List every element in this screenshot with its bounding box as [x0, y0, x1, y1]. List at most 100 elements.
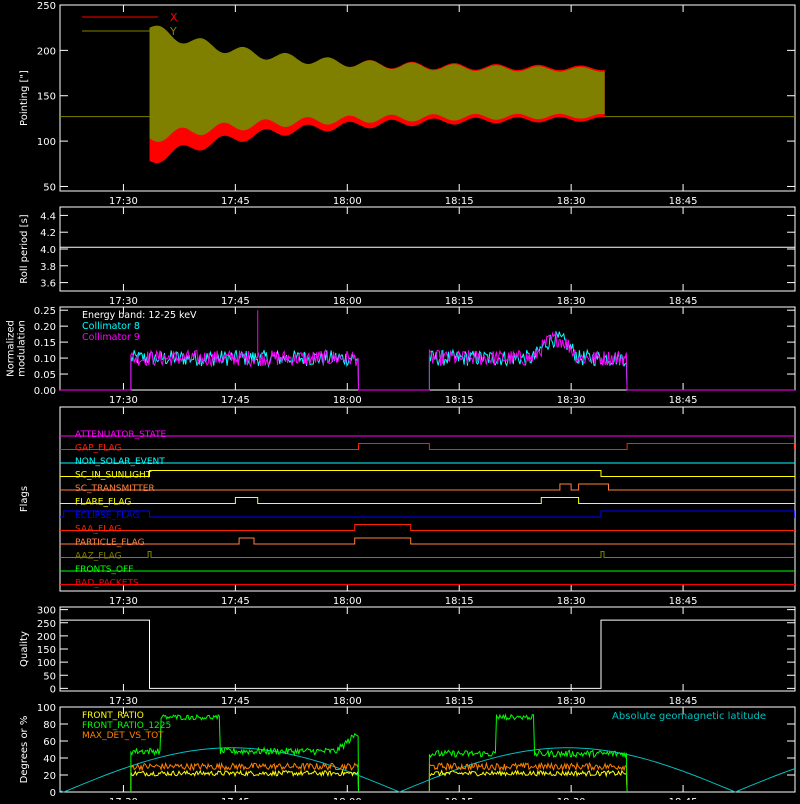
panel-frame — [59, 206, 796, 292]
time-tick-label: 17:45 — [221, 395, 250, 406]
time-tick-label: 17:30 — [109, 395, 138, 406]
flag-line — [60, 537, 795, 545]
y-tick-label: 0.00 — [34, 386, 56, 397]
y-tick-label: 100 — [37, 658, 56, 669]
ratio-legend-label: FRONT_RATIO — [82, 711, 144, 721]
panel-frame — [59, 4, 796, 192]
time-tick-label: 18:30 — [557, 696, 586, 707]
panel-1: 17:30 17:45 18:00 18:15 18:30 18:45 50 100 150 20… — [19, 1, 796, 207]
time-tick-label: 18:00 — [333, 395, 362, 406]
flag-label: ATTENUATOR_STATE — [75, 430, 167, 440]
modulation-annotation: Collimator 8 — [82, 321, 140, 332]
time-tick-label: 17:30 — [109, 196, 138, 207]
flag-label: SC_IN_SUNLIGHT — [75, 471, 152, 481]
time-tick-label: 18:00 — [333, 296, 362, 307]
flag-line — [60, 497, 795, 504]
time-tick-label: 18:00 — [333, 696, 362, 707]
y-tick-label: 0.15 — [34, 338, 56, 349]
y-tick-label: 50 — [43, 182, 56, 193]
flag-label: FRONTS_OFF — [75, 565, 133, 575]
time-tick-label: 18:45 — [669, 395, 698, 406]
time-tick-label: 18:30 — [557, 395, 586, 406]
ratio-front_ratio_1225-line — [428, 713, 628, 793]
y-axis-label: Pointing ["] — [19, 70, 30, 126]
y-tick-label: 60 — [43, 737, 56, 748]
y-tick-label: 4.4 — [40, 211, 56, 222]
time-tick-label: 18:15 — [445, 596, 474, 607]
ratio-front_ratio_1225-line — [130, 713, 359, 793]
y-tick-label: 0.10 — [34, 354, 56, 365]
ratio-max_det_vs_tot-line — [428, 761, 628, 793]
y-axis-label: Flags — [19, 486, 30, 512]
time-tick-label: 18:30 — [557, 596, 586, 607]
ratio-front_ratio-line — [130, 769, 359, 793]
y-tick-label: 300 — [37, 606, 56, 617]
flag-label: BAD_PACKETS — [75, 579, 139, 589]
flag-line — [60, 470, 795, 477]
y-tick-label: 0 — [50, 684, 56, 695]
panel-frame — [59, 706, 796, 793]
y-tick-label: 4.2 — [40, 228, 56, 239]
ratio-front_ratio-line — [428, 768, 628, 793]
time-tick-label: 18:30 — [557, 196, 586, 207]
ratio-legend-label: MAX_DET_VS_TOT — [82, 731, 164, 741]
flag-label: NON_SOLAR_EVENT — [75, 457, 165, 467]
y-tick-label: 3.8 — [40, 262, 56, 273]
flag-label: ECLIPSE_FLAG — [75, 511, 139, 521]
time-tick-label: 17:45 — [221, 296, 250, 307]
flag-label: SAA_FLAG — [75, 525, 121, 535]
panel-3: 17:30 17:45 18:00 18:15 18:30 18:45 0.00 0.05 0.… — [6, 306, 796, 406]
y-axis-label: Degrees or % — [19, 716, 30, 784]
flag-label: AAZ_FLAG — [75, 552, 122, 562]
y-axis-label: Roll period [s] — [19, 214, 30, 283]
latitude-legend-label: Absolute geomagnetic latitude — [612, 711, 766, 722]
y-tick-label: 250 — [37, 619, 56, 630]
time-tick-label: 18:15 — [445, 296, 474, 307]
flag-label: SC_TRANSMITTER — [75, 484, 155, 494]
panel-frame — [59, 406, 796, 592]
y-tick-label: 0.05 — [34, 370, 56, 381]
y-tick-label: 50 — [43, 671, 56, 682]
modulation-c9-line — [60, 330, 795, 391]
modulation-annotation: Energy band: 12-25 keV — [82, 310, 197, 321]
y-axis-label: Normalized — [6, 320, 17, 377]
time-tick-label: 18:30 — [557, 296, 586, 307]
time-tick-label: 18:00 — [333, 196, 362, 207]
time-tick-label: 17:30 — [109, 696, 138, 707]
flag-label: PARTICLE_FLAG — [75, 538, 145, 548]
time-tick-label: 17:45 — [221, 596, 250, 607]
legend-label: Y — [169, 25, 177, 38]
y-tick-label: 80 — [43, 720, 56, 731]
quality-line — [60, 619, 795, 689]
y-tick-label: 250 — [37, 1, 56, 12]
y-tick-label: 150 — [37, 645, 56, 656]
series-y-band — [149, 25, 605, 142]
time-tick-label: 17:30 — [109, 296, 138, 307]
y-tick-label: 4.0 — [40, 245, 56, 256]
modulation-annotation: Collimator 9 — [82, 332, 140, 343]
time-tick-label: 17:45 — [221, 696, 250, 707]
y-tick-label: 40 — [43, 754, 56, 765]
y-tick-label: 200 — [37, 46, 56, 57]
time-tick-label: 18:45 — [669, 596, 698, 607]
y-tick-label: 0.25 — [34, 306, 56, 317]
panel-2: 17:30 17:45 18:00 18:15 18:30 18:45 3.6 3.8 4.0 4… — [19, 206, 796, 307]
panel-6: 17:3017:4518:0018:1518:3018:450204060801… — [19, 703, 796, 804]
flag-line — [60, 483, 795, 491]
flag-line — [60, 510, 795, 518]
y-tick-label: 0 — [50, 788, 56, 799]
panel-4: 17:30 17:45 18:00 18:15 18:30 18:45 Flags ATTEN… — [19, 406, 796, 607]
time-tick-label: 17:45 — [221, 196, 250, 207]
time-tick-label: 18:45 — [669, 296, 698, 307]
geomagnetic-latitude-line — [59, 747, 796, 793]
y-tick-label: 0.20 — [34, 322, 56, 333]
time-tick-label: 18:45 — [669, 196, 698, 207]
y-tick-label: 3.6 — [40, 279, 56, 290]
flag-line — [60, 524, 795, 531]
y-tick-label: 20 — [43, 771, 56, 782]
y-tick-label: 200 — [37, 632, 56, 643]
time-tick-label: 18:15 — [445, 696, 474, 707]
time-tick-label: 18:15 — [445, 196, 474, 207]
y-tick-label: 100 — [37, 137, 56, 148]
ratio-legend-label: FRONT_RATIO_1225 — [82, 721, 171, 731]
